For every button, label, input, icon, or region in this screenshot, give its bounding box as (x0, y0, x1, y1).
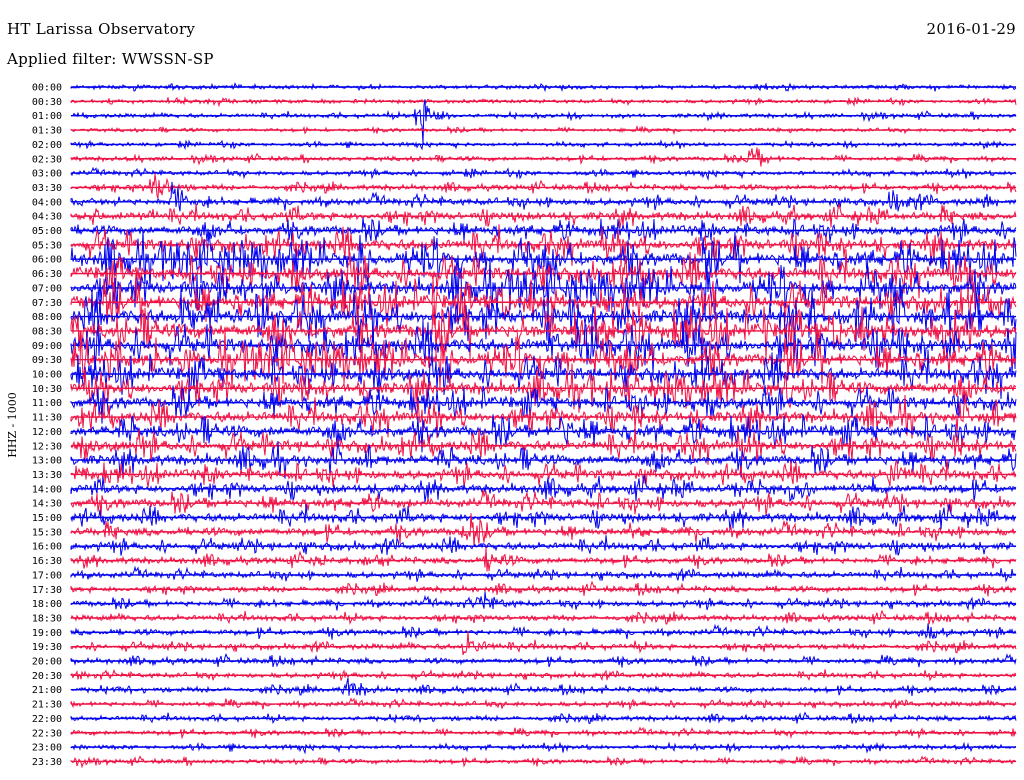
time-tick-labels: 00:00 00:30 01:00 01:30 02:00 02:30 03:00 03:30… (32, 83, 62, 768)
trace-row (70, 459, 1017, 488)
time-tick-label: 19:30 (32, 642, 62, 653)
time-tick-label: 18:00 (32, 599, 62, 610)
time-tick-label: 17:30 (32, 585, 62, 596)
station-title: HT Larissa Observatory (7, 20, 196, 38)
time-tick-label: 07:00 (32, 283, 62, 294)
time-tick-label: 01:00 (32, 111, 62, 122)
time-tick-label: 08:30 (32, 326, 62, 337)
time-tick-label: 11:30 (32, 413, 62, 424)
trace-row (70, 755, 1017, 769)
time-tick-label: 22:30 (32, 728, 62, 739)
time-tick-label: 19:00 (32, 628, 62, 639)
time-tick-label: 16:30 (32, 556, 62, 567)
time-tick-label: 22:00 (32, 714, 62, 725)
time-tick-label: 21:30 (32, 700, 62, 711)
time-tick-label: 16:00 (32, 542, 62, 553)
time-tick-label: 04:30 (32, 212, 62, 223)
trace-row (70, 630, 1017, 656)
time-tick-label: 09:30 (32, 355, 62, 366)
trace-row (70, 668, 1017, 682)
time-tick-label: 00:00 (32, 83, 62, 94)
channel-label: HHZ - 1000 (6, 392, 19, 458)
time-tick-label: 06:00 (32, 255, 62, 266)
trace-row (70, 535, 1017, 556)
time-tick-label: 06:30 (32, 269, 62, 280)
time-tick-label: 07:30 (32, 298, 62, 309)
time-tick-label: 08:00 (32, 312, 62, 323)
trace-row (70, 503, 1017, 531)
time-tick-label: 02:00 (32, 140, 62, 151)
time-tick-label: 05:30 (32, 240, 62, 251)
time-tick-label: 23:30 (32, 757, 62, 768)
time-tick-label: 13:00 (32, 456, 62, 467)
time-tick-label: 13:30 (32, 470, 62, 481)
time-tick-label: 21:00 (32, 685, 62, 696)
trace-row (70, 547, 1017, 572)
time-tick-label: 09:00 (32, 341, 62, 352)
time-tick-label: 17:00 (32, 570, 62, 581)
trace-row (70, 258, 1017, 317)
time-tick-label: 03:30 (32, 183, 62, 194)
trace-row (70, 217, 1017, 247)
time-tick-label: 15:00 (32, 513, 62, 524)
time-tick-label: 11:00 (32, 398, 62, 409)
time-tick-label: 10:00 (32, 370, 62, 381)
trace-row (70, 229, 1017, 289)
trace-row (70, 299, 1017, 363)
time-tick-label: 03:00 (32, 169, 62, 180)
time-tick-label: 20:00 (32, 657, 62, 668)
time-tick-label: 12:30 (32, 441, 62, 452)
filter-label: Applied filter: WWSSN-SP (7, 50, 214, 68)
trace-row (70, 474, 1017, 503)
time-tick-label: 02:30 (32, 154, 62, 165)
trace-row (70, 285, 1017, 350)
time-tick-label: 14:00 (32, 484, 62, 495)
time-tick-label: 15:30 (32, 527, 62, 538)
date-label: 2016-01-29 (926, 20, 1016, 38)
time-tick-label: 12:00 (32, 427, 62, 438)
trace-row (70, 591, 1017, 611)
time-tick-label: 14:30 (32, 499, 62, 510)
time-tick-label: 01:30 (32, 126, 62, 137)
trace-group (70, 82, 1017, 769)
trace-row (70, 677, 1017, 696)
time-tick-label: 18:30 (32, 613, 62, 624)
trace-row (70, 173, 1017, 199)
trace-row (70, 147, 1017, 167)
time-tick-label: 20:30 (32, 671, 62, 682)
time-tick-label: 23:00 (32, 743, 62, 754)
trace-row (70, 99, 1017, 145)
time-tick-label: 05:00 (32, 226, 62, 237)
time-tick-label: 10:30 (32, 384, 62, 395)
trace-row (70, 363, 1017, 413)
trace-row (70, 623, 1017, 640)
time-tick-label: 00:30 (32, 97, 62, 108)
trace-row (70, 203, 1017, 229)
time-tick-label: 04:00 (32, 197, 62, 208)
